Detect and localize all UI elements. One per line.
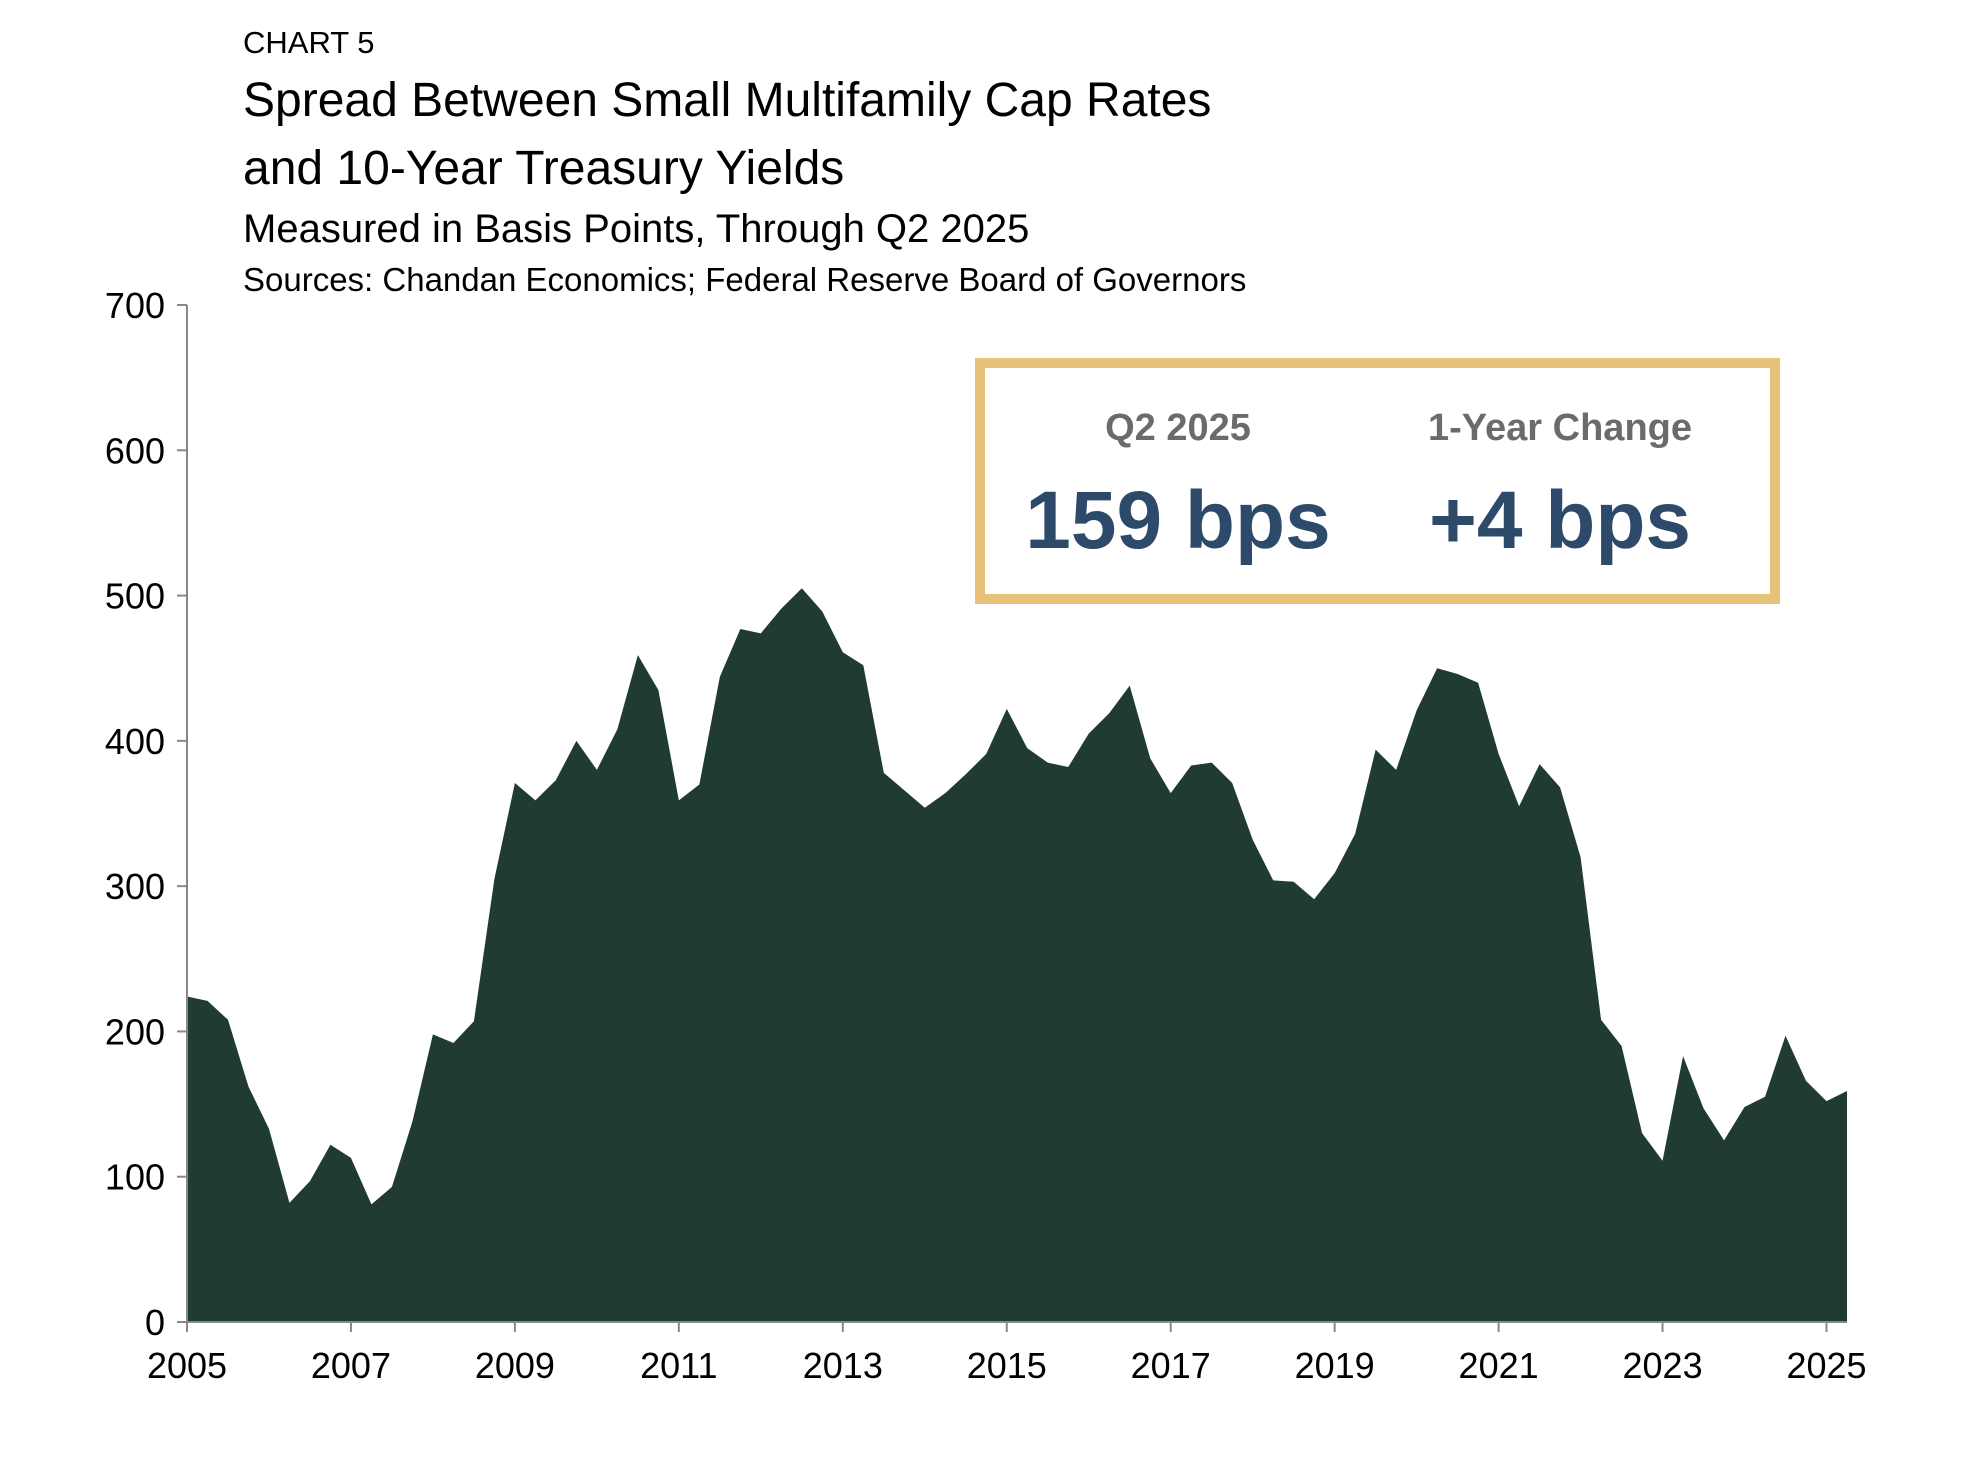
x-tick-label: 2023 bbox=[1623, 1345, 1703, 1386]
y-tick-label: 400 bbox=[105, 721, 165, 762]
callout-box bbox=[975, 358, 1780, 604]
callout-label: Q2 2025 bbox=[1105, 407, 1251, 449]
x-tick-label: 2009 bbox=[475, 1345, 555, 1386]
x-tick-label: 2015 bbox=[967, 1345, 1047, 1386]
callout-value: 159 bps bbox=[1025, 475, 1330, 566]
y-tick-label: 600 bbox=[105, 430, 165, 471]
area bbox=[187, 588, 1847, 1322]
y-tick-label: 500 bbox=[105, 576, 165, 617]
x-tick-label: 2007 bbox=[311, 1345, 391, 1386]
chart-label: CHART 5 bbox=[243, 25, 375, 60]
x-tick-label: 2017 bbox=[1131, 1345, 1211, 1386]
y-tick-label: 700 bbox=[105, 285, 165, 326]
callout-label: 1-Year Change bbox=[1428, 407, 1692, 449]
y-tick-label: 300 bbox=[105, 866, 165, 907]
chart-source: Sources: Chandan Economics; Federal Rese… bbox=[243, 261, 1246, 298]
x-tick-label: 2011 bbox=[640, 1345, 717, 1386]
chart-subtitle: Measured in Basis Points, Through Q2 202… bbox=[243, 207, 1029, 251]
x-tick-label: 2019 bbox=[1295, 1345, 1375, 1386]
chart-title: Spread Between Small Multifamily Cap Rat… bbox=[243, 74, 1211, 195]
y-tick-label: 200 bbox=[105, 1011, 165, 1052]
callout-value: +4 bps bbox=[1429, 475, 1691, 566]
x-tick-label: 2021 bbox=[1459, 1345, 1539, 1386]
x-tick-label: 2013 bbox=[803, 1345, 883, 1386]
x-tick-label: 2005 bbox=[147, 1345, 227, 1386]
y-tick-label: 0 bbox=[145, 1302, 165, 1343]
x-tick-label: 2025 bbox=[1786, 1345, 1866, 1386]
y-tick-label: 100 bbox=[105, 1157, 165, 1198]
